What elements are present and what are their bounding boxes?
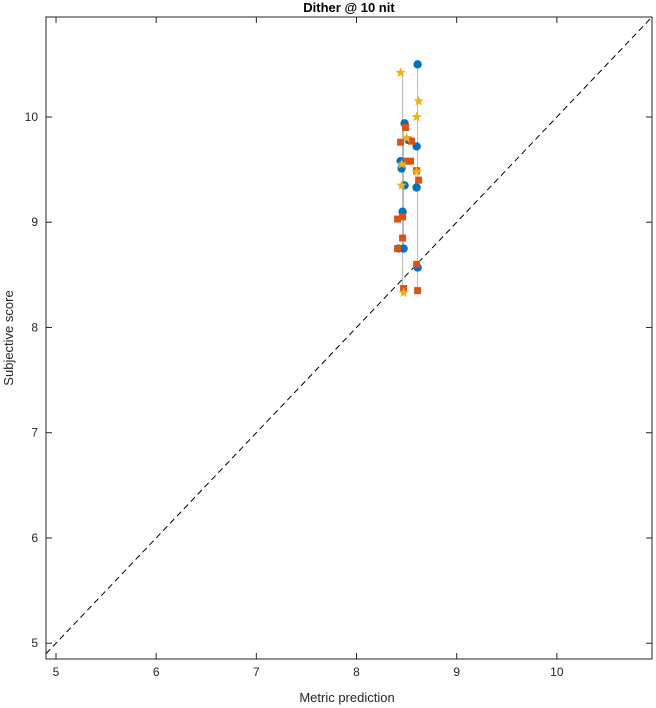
point-square-6: [415, 176, 423, 184]
y-axis-ticks: 5 6 7 8 9 10: [25, 110, 652, 650]
point-square-13: [414, 287, 422, 295]
point-square-9: [399, 234, 407, 242]
x-tick-label-5: 5: [53, 665, 60, 679]
y-tick-label-9: 9: [31, 215, 38, 229]
point-square-11: [413, 260, 421, 268]
y-axis-label: Subjective score: [1, 290, 16, 385]
x-tick-label-10: 10: [550, 665, 564, 679]
data-points: [394, 60, 424, 298]
plot-area: [45, 16, 653, 660]
y-tick-label-10: 10: [25, 110, 39, 124]
point-square-4: [407, 157, 415, 165]
point-circle-7: [412, 183, 421, 192]
x-axis-ticks: 5 6 7 8 9 10: [53, 17, 564, 679]
point-square-3: [403, 157, 411, 165]
point-star-1: [413, 95, 424, 106]
point-square-0: [402, 124, 410, 132]
point-square-2: [397, 138, 405, 146]
reference-dashed-line: [45, 16, 653, 655]
x-tick-label-8: 8: [353, 665, 360, 679]
chart-title: Dither @ 10 nit: [303, 0, 395, 15]
point-star-4: [396, 158, 407, 169]
point-square-7: [394, 215, 402, 223]
point-square-8: [399, 213, 407, 221]
point-star-3: [401, 132, 412, 143]
point-star-2: [411, 111, 422, 122]
y-tick-label-5: 5: [31, 636, 38, 650]
point-square-1: [408, 137, 416, 145]
point-star-0: [395, 67, 406, 78]
y-tick-label-7: 7: [31, 426, 38, 440]
point-square-10: [394, 245, 402, 253]
y-tick-label-6: 6: [31, 531, 38, 545]
x-tick-label-9: 9: [453, 665, 460, 679]
point-star-5: [411, 166, 422, 177]
x-tick-label-6: 6: [153, 665, 160, 679]
point-circle-0: [413, 60, 422, 69]
point-star-7: [398, 287, 409, 298]
point-star-6: [396, 179, 407, 190]
x-axis-label: Metric prediction: [299, 690, 394, 705]
x-tick-label-7: 7: [253, 665, 260, 679]
y-tick-label-8: 8: [31, 320, 38, 334]
